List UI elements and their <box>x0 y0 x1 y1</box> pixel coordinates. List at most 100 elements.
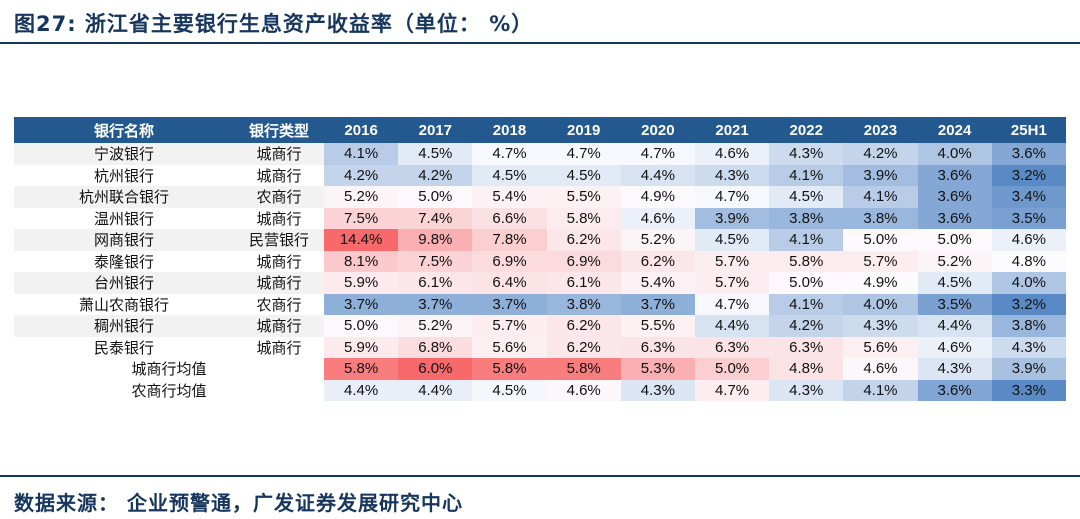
value-cell: 5.8% <box>472 358 547 380</box>
table-row: 杭州联合银行 农商行 5.2% 5.0% 5.4% 5.5% 4.9% 4.7% 4.5% 4.1… <box>14 186 1066 208</box>
value-cell: 4.9% <box>620 186 695 208</box>
value-cell: 5.7% <box>694 250 770 272</box>
value-cell: 5.6% <box>472 336 547 358</box>
value-cell: 3.6% <box>917 207 992 229</box>
yield-heatmap-table: 银行名称 银行类型 2016 2017 2018 2019 2020 2021 2022 2023… <box>14 117 1066 401</box>
figure-title: 图27: 浙江省主要银行生息资产收益率（单位： %） <box>14 12 534 36</box>
value-cell: 6.6% <box>472 207 547 229</box>
value-cell: 4.7% <box>546 143 621 165</box>
bank-name-cell: 网商银行 <box>14 229 235 251</box>
bank-type-cell: 农商行 <box>256 295 302 314</box>
value-cell: 5.5% <box>620 315 695 337</box>
bank-type-cell: 城商行 <box>234 143 325 165</box>
value-cell: 6.2% <box>546 315 621 337</box>
value-cell: 6.3% <box>769 336 844 358</box>
value-cell: 4.4% <box>694 315 770 337</box>
bank-type-cell: 农商行 <box>234 186 325 208</box>
value-cell: 3.7% <box>398 293 473 315</box>
value-cell: 5.2% <box>917 250 992 272</box>
value-cell: 5.0% <box>843 229 918 251</box>
value-cell: 3.8% <box>991 315 1066 337</box>
value-cell: 4.6% <box>694 143 770 165</box>
value-cell: 4.4% <box>324 379 399 401</box>
value-cell: 6.2% <box>546 229 621 251</box>
value-cell: 5.7% <box>694 272 770 294</box>
column-header: 银行名称 <box>14 117 235 143</box>
table-row: 萧山农商银行 农商行 3.7% 3.7% 3.7% 3.8% 3.7% 4.7% 4.1% 4.0… <box>14 293 1066 315</box>
value-cell: 4.5% <box>472 164 547 186</box>
value-cell: 4.7% <box>694 293 770 315</box>
bank-name-cell: 宁波银行 <box>14 143 235 165</box>
value-cell: 4.3% <box>843 315 918 337</box>
table-row: 民泰银行 城商行 5.9% 6.8% 5.6% 6.2% 6.3% 6.3% 6.3% 5.6% 4… <box>14 336 1066 358</box>
table-row: 宁波银行 城商行 4.1% 4.5% 4.7% 4.7% 4.7% 4.6% 4.3% 4.2% 4… <box>14 143 1066 165</box>
value-cell: 3.6% <box>991 143 1066 165</box>
value-cell: 5.8% <box>769 250 844 272</box>
value-cell: 5.0% <box>324 315 399 337</box>
bank-name-cell: 杭州银行 <box>94 166 155 185</box>
bank-name-cell: 稠州银行 <box>14 315 235 337</box>
value-cell: 4.7% <box>620 143 695 165</box>
value-cell: 4.1% <box>843 186 918 208</box>
value-cell: 6.3% <box>694 336 770 358</box>
value-cell: 4.5% <box>769 186 844 208</box>
value-cell: 5.8% <box>546 358 621 380</box>
bank-name-cell: 杭州联合银行 <box>14 186 235 208</box>
table-row: 温州银行 城商行 7.5% 7.4% 6.6% 5.8% 4.6% 3.9% 3.8% 3.8% 3… <box>14 207 1066 229</box>
value-cell: 3.9% <box>991 358 1066 380</box>
column-header: 2022 <box>769 117 844 143</box>
value-cell: 3.4% <box>991 186 1066 208</box>
value-cell: 7.8% <box>472 229 547 251</box>
value-cell: 5.9% <box>324 272 399 294</box>
value-cell: 3.2% <box>991 293 1066 315</box>
value-cell: 4.5% <box>472 379 547 401</box>
bank-name-cell: 民泰银行 <box>94 338 155 357</box>
value-cell: 9.8% <box>398 229 473 251</box>
value-cell: 3.7% <box>324 293 399 315</box>
value-cell: 4.9% <box>843 272 918 294</box>
value-cell: 4.7% <box>472 143 547 165</box>
table-row: 农商行均值 4.4% 4.4% 4.5% 4.6% 4.3% 4.7% 4.3% 4.1% 3.6… <box>14 379 1066 401</box>
value-cell: 8.1% <box>324 250 399 272</box>
value-cell: 5.4% <box>620 272 695 294</box>
mean-label-cell: 农商行均值 <box>131 381 207 400</box>
column-header: 25H1 <box>991 117 1066 143</box>
column-header: 2020 <box>620 117 695 143</box>
table-header-row: 银行名称 银行类型 2016 2017 2018 2019 2020 2021 2022 2023… <box>14 117 1066 143</box>
table-row: 城商行均值 5.8% 6.0% 5.8% 5.8% 5.3% 5.0% 4.8% 4.6% 4.3… <box>14 358 1066 380</box>
value-cell: 7.5% <box>398 250 473 272</box>
value-cell: 4.3% <box>991 336 1066 358</box>
value-cell: 3.5% <box>917 293 992 315</box>
value-cell: 5.2% <box>324 186 399 208</box>
column-header: 2021 <box>694 117 770 143</box>
value-cell: 4.3% <box>769 379 844 401</box>
value-cell: 3.6% <box>917 164 992 186</box>
table-row: 杭州银行 城商行 4.2% 4.2% 4.5% 4.5% 4.4% 4.3% 4.1% 3.9% 3… <box>14 164 1066 186</box>
column-header: 2016 <box>324 117 399 143</box>
column-header: 2024 <box>917 117 992 143</box>
value-cell: 4.6% <box>917 336 992 358</box>
column-header: 银行类型 <box>234 117 325 143</box>
value-cell: 3.8% <box>769 207 844 229</box>
bank-type-cell: 城商行 <box>256 252 302 271</box>
table-body: 宁波银行 城商行 4.1% 4.5% 4.7% 4.7% 4.7% 4.6% 4.3% 4.2% 4… <box>14 143 1066 401</box>
value-cell: 3.6% <box>917 379 992 401</box>
column-header: 2018 <box>472 117 547 143</box>
value-cell: 4.2% <box>324 164 399 186</box>
value-cell: 3.3% <box>991 379 1066 401</box>
value-cell: 5.8% <box>324 358 399 380</box>
value-cell: 5.0% <box>769 272 844 294</box>
value-cell: 5.6% <box>843 336 918 358</box>
bank-type-cell: 城商行 <box>234 315 325 337</box>
value-cell: 3.9% <box>694 207 770 229</box>
value-cell: 3.9% <box>843 164 918 186</box>
value-cell: 4.1% <box>324 143 399 165</box>
value-cell: 3.8% <box>546 293 621 315</box>
value-cell: 6.2% <box>620 250 695 272</box>
value-cell: 5.5% <box>546 186 621 208</box>
value-cell: 6.1% <box>546 272 621 294</box>
value-cell: 5.4% <box>472 186 547 208</box>
value-cell: 6.1% <box>398 272 473 294</box>
column-header: 2019 <box>546 117 621 143</box>
table-row: 台州银行 城商行 5.9% 6.1% 6.4% 6.1% 5.4% 5.7% 5.0% 4.9% 4… <box>14 272 1066 294</box>
